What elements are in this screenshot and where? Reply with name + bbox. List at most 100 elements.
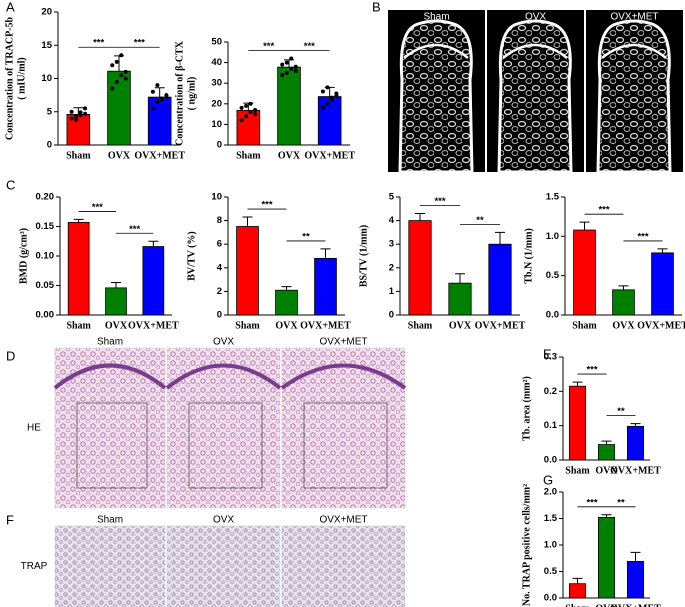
bar	[277, 66, 301, 146]
y-tick-label: 30	[211, 78, 222, 89]
y-tick-label: 10	[211, 119, 222, 130]
data-point	[325, 85, 330, 90]
y-tick-label: 0.0	[546, 310, 559, 321]
data-point	[155, 99, 160, 104]
data-point	[329, 95, 334, 100]
error-bar	[579, 221, 590, 231]
x-tick-label: Sham	[565, 465, 590, 476]
y-axis-label: Tb. area (mm²)	[521, 376, 532, 441]
y-tick-label: 0	[217, 140, 222, 151]
error-bar	[320, 248, 331, 259]
y-tick-label: 10	[211, 192, 222, 203]
y-tick-label: 0.2	[544, 386, 557, 397]
x-tick-label: OVX+MET	[134, 150, 185, 161]
panel-letter: C	[6, 177, 15, 192]
y-tick-label: 20	[211, 98, 222, 109]
bar	[67, 221, 90, 316]
roi-box	[303, 402, 388, 489]
panel-letter: F	[6, 512, 14, 527]
data-point	[78, 110, 83, 115]
bone-trabecular	[497, 19, 573, 174]
significance-label: ***	[586, 497, 597, 508]
y-tick-label: 2	[389, 262, 394, 273]
data-point	[110, 63, 115, 68]
image-label: Sham	[97, 337, 123, 348]
y-axis-label: Tb.N (1/mm)	[523, 228, 534, 284]
y-axis-label: No. TRAP positive cells/mm²	[521, 484, 532, 606]
y-axis-label: ( ng/ml)	[186, 77, 197, 111]
data-point	[83, 106, 88, 111]
bar	[612, 289, 635, 316]
error-bar	[618, 285, 629, 290]
histology-image	[166, 347, 281, 509]
data-point	[239, 105, 244, 110]
significance-label: ***	[93, 38, 104, 49]
y-axis-label: BS/TV (1/mm)	[358, 225, 369, 287]
data-point	[150, 89, 155, 94]
significance-label: ***	[586, 365, 597, 376]
y-tick-label: 0.10	[36, 251, 55, 262]
error-bar	[455, 273, 465, 284]
bar	[488, 243, 512, 316]
bar	[107, 70, 131, 146]
x-tick-label: OVX+MET	[304, 150, 355, 161]
image-label: OVX+MET	[610, 12, 658, 23]
y-tick-label: 6	[217, 239, 222, 250]
error-bar	[242, 216, 253, 227]
y-tick-label: 20	[41, 7, 52, 18]
error-bar	[630, 551, 641, 562]
x-tick-label: Sham	[66, 320, 91, 331]
significance-label: ***	[129, 224, 140, 235]
y-tick-label: 0.5	[546, 270, 560, 281]
roi-box	[188, 402, 263, 489]
x-tick-label: Sham	[235, 320, 260, 331]
bar	[573, 229, 596, 316]
x-tick-label: OVX	[595, 603, 618, 607]
panel-letter: A	[6, 0, 15, 14]
data-point	[150, 106, 155, 111]
bar	[147, 96, 172, 146]
y-tick-label: 0.20	[36, 192, 55, 203]
x-tick-label: OVX	[275, 320, 298, 331]
histology-image	[54, 347, 166, 509]
data-point	[159, 97, 164, 102]
x-tick-label: Sham	[236, 150, 261, 161]
data-point	[248, 110, 253, 115]
x-tick-label: Sham	[565, 603, 590, 607]
data-point	[280, 72, 285, 77]
x-tick-label: OVX	[449, 320, 472, 331]
x-tick-label: OVX+MET	[610, 603, 661, 607]
significance-label: ***	[92, 202, 103, 213]
y-tick-label: 5	[389, 192, 395, 203]
bar	[317, 96, 342, 146]
significance-label: **	[617, 497, 625, 508]
y-tick-label: 50	[211, 37, 222, 48]
x-tick-label: OVX+MET	[300, 320, 351, 331]
data-point	[253, 112, 258, 117]
error-bar	[148, 240, 159, 247]
bar	[626, 425, 645, 461]
y-tick-label: 40	[211, 57, 222, 68]
y-tick-label: 1.0	[544, 540, 557, 551]
growth-plate	[165, 363, 282, 390]
x-tick-label: Sham	[66, 150, 91, 161]
y-axis-label: BV/TV (%)	[186, 231, 197, 281]
image-label: Sham	[97, 515, 123, 526]
y-tick-label: 0	[389, 310, 394, 321]
image-label: OVX	[213, 337, 234, 348]
data-point	[155, 83, 160, 88]
panel-letter: E	[543, 346, 552, 361]
bar	[626, 561, 645, 599]
data-point	[248, 101, 253, 106]
significance-label: ***	[598, 205, 609, 216]
x-tick-label: OVX	[278, 150, 301, 161]
y-tick-label: 0.0	[544, 455, 557, 466]
data-point	[114, 79, 119, 84]
data-point	[320, 105, 325, 110]
data-point	[164, 95, 169, 100]
image-label: OVX	[213, 515, 234, 526]
y-tick-label: 0	[47, 140, 52, 151]
histology-image	[166, 525, 281, 607]
y-axis-label: BMD (g/cm³)	[18, 228, 29, 284]
